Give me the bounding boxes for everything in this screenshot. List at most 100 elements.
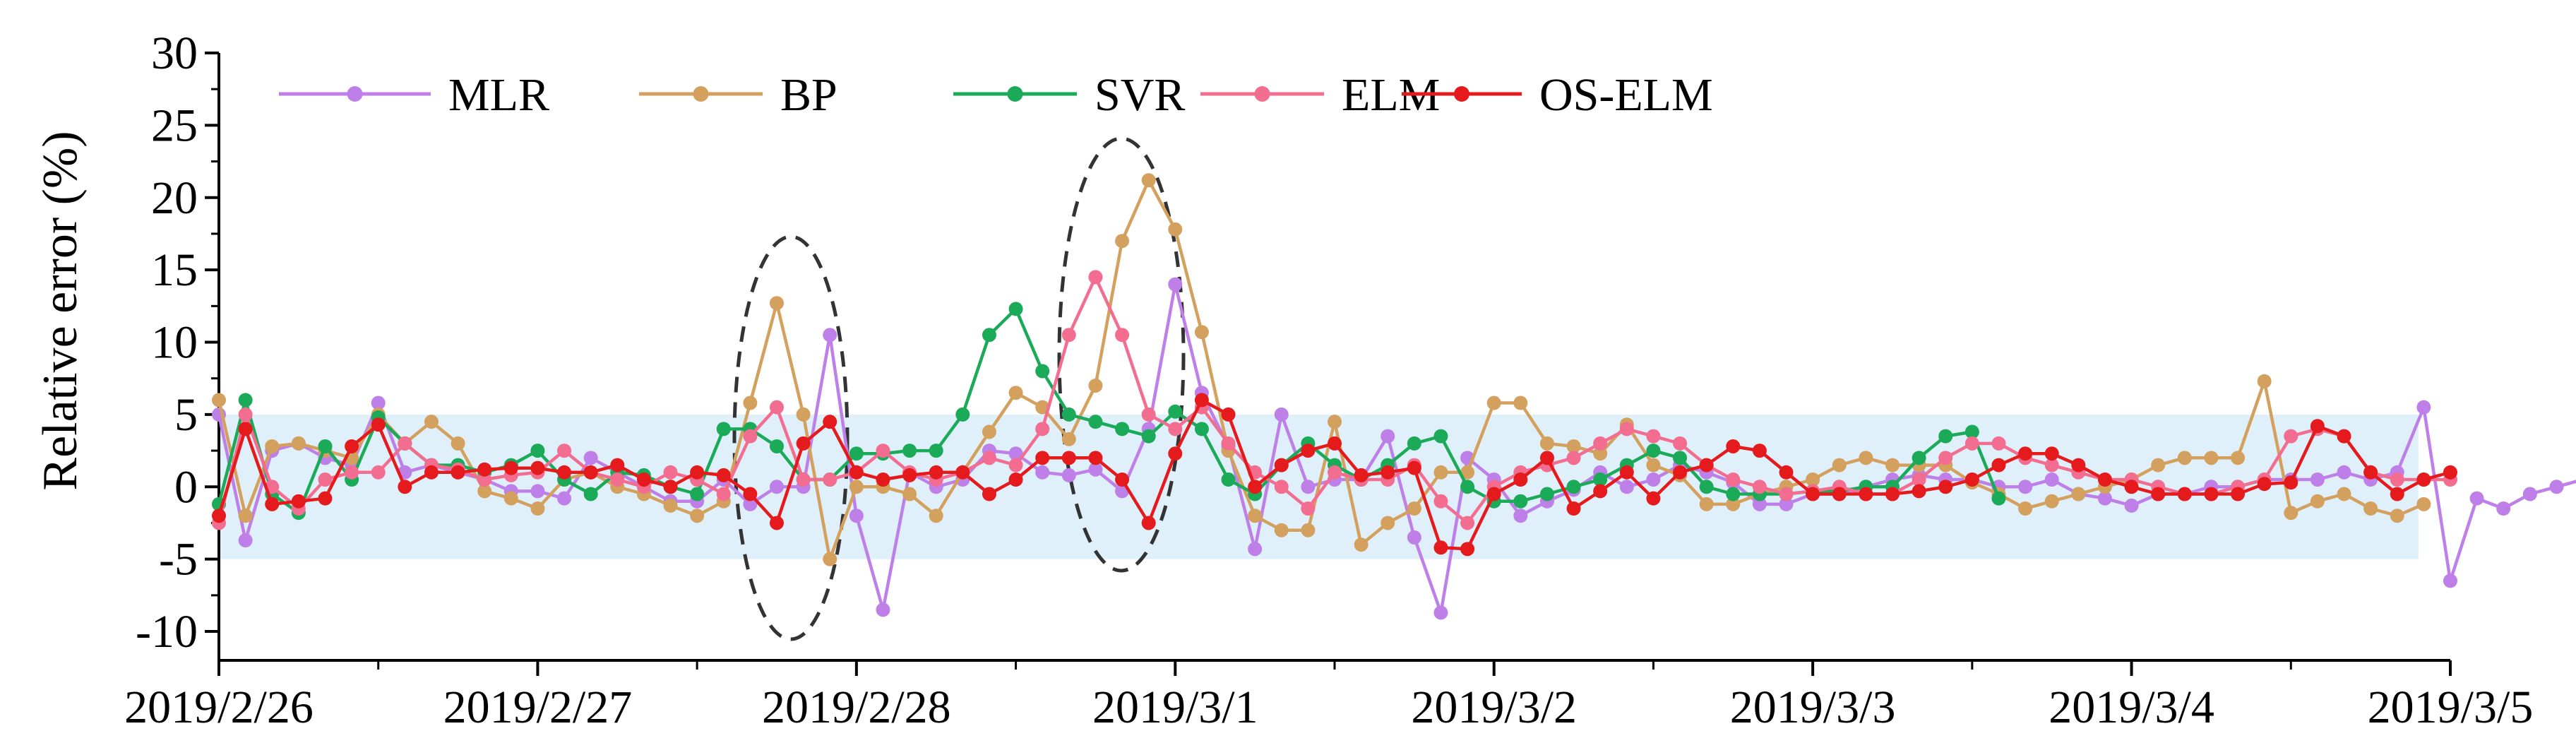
data-point <box>371 417 386 432</box>
data-point <box>849 465 864 480</box>
data-point <box>823 472 837 487</box>
data-point <box>2018 446 2033 461</box>
data-point <box>929 509 943 523</box>
data-point <box>557 444 572 458</box>
data-point <box>291 494 306 509</box>
data-point <box>716 422 731 436</box>
data-point <box>503 491 518 506</box>
data-point <box>1061 328 1076 343</box>
data-point <box>2177 451 2192 465</box>
data-point <box>583 465 598 480</box>
data-point <box>1407 436 1421 451</box>
data-point <box>1008 446 1023 461</box>
data-point <box>1221 407 1236 422</box>
data-point <box>770 400 784 415</box>
data-point <box>1221 472 1236 487</box>
data-point <box>318 491 333 506</box>
data-point <box>1301 480 1316 494</box>
data-point <box>849 480 864 494</box>
data-point <box>1061 451 1076 465</box>
data-point <box>503 460 518 475</box>
data-point <box>2284 475 2298 490</box>
y-tick-label: 15 <box>151 244 198 296</box>
legend-label: MLR <box>448 69 549 121</box>
data-point <box>1912 451 1926 465</box>
data-point <box>716 487 731 501</box>
data-point <box>1433 465 1448 480</box>
data-point <box>1328 436 1342 451</box>
data-point <box>2416 400 2431 415</box>
data-point <box>1141 407 1156 422</box>
data-point <box>1779 487 1794 501</box>
data-point <box>955 465 970 480</box>
data-point <box>1168 277 1183 292</box>
data-point <box>1061 407 1076 422</box>
data-point <box>1699 497 1714 511</box>
data-point <box>1381 516 1395 530</box>
data-point <box>1726 439 1741 453</box>
data-point <box>2363 465 2378 480</box>
data-point <box>1088 415 1103 429</box>
data-point <box>2443 573 2457 588</box>
data-point <box>1433 605 1448 620</box>
data-point <box>371 465 386 480</box>
data-point <box>2390 472 2404 487</box>
data-point <box>1912 484 1926 499</box>
data-point <box>1248 509 1263 523</box>
data-point <box>1566 451 1581 465</box>
data-point <box>1779 497 1794 511</box>
data-point <box>2284 429 2298 444</box>
data-point <box>583 487 598 501</box>
x-tick-label: 2019/3/2 <box>1411 682 1577 733</box>
data-point <box>2310 419 2325 434</box>
data-point <box>2416 472 2431 487</box>
data-point <box>982 451 996 465</box>
data-point <box>1912 472 1926 487</box>
data-point <box>849 446 864 461</box>
legend-label: BP <box>780 69 837 121</box>
data-point <box>663 498 678 513</box>
data-point <box>1088 378 1103 393</box>
data-point <box>1593 436 1608 451</box>
data-point <box>530 460 545 475</box>
data-point <box>1115 234 1130 249</box>
data-point <box>1779 465 1794 480</box>
data-point <box>1593 446 1608 461</box>
data-point <box>1699 458 1714 472</box>
data-point <box>477 484 492 499</box>
data-point <box>1832 458 1847 472</box>
data-point <box>1141 173 1156 188</box>
data-point <box>1115 422 1130 436</box>
data-point <box>318 439 333 453</box>
data-point <box>2204 487 2219 501</box>
data-point <box>371 396 386 410</box>
data-point <box>1673 436 1688 451</box>
data-point <box>2177 487 2192 501</box>
data-point <box>318 472 333 487</box>
data-point <box>1964 436 1979 451</box>
data-point <box>1460 465 1475 480</box>
data-point <box>1035 422 1050 436</box>
highlight-ellipse-1 <box>732 234 849 641</box>
data-point <box>1301 444 1316 458</box>
y-tick-label: 10 <box>151 317 198 369</box>
data-point <box>770 480 784 494</box>
data-point <box>770 439 784 453</box>
data-point <box>1646 472 1661 487</box>
data-point <box>530 501 545 516</box>
data-point <box>1619 422 1634 436</box>
data-point <box>1168 422 1183 436</box>
data-point <box>1354 537 1368 552</box>
data-point <box>2257 374 2272 388</box>
data-point <box>1513 472 1528 487</box>
data-point <box>557 491 572 506</box>
data-point <box>1566 480 1581 494</box>
data-point <box>1061 432 1076 446</box>
data-point <box>1274 407 1289 422</box>
data-point <box>636 472 651 487</box>
data-point <box>212 393 226 408</box>
data-point <box>1646 444 1661 458</box>
data-point <box>265 439 280 453</box>
data-point <box>1486 487 1501 501</box>
